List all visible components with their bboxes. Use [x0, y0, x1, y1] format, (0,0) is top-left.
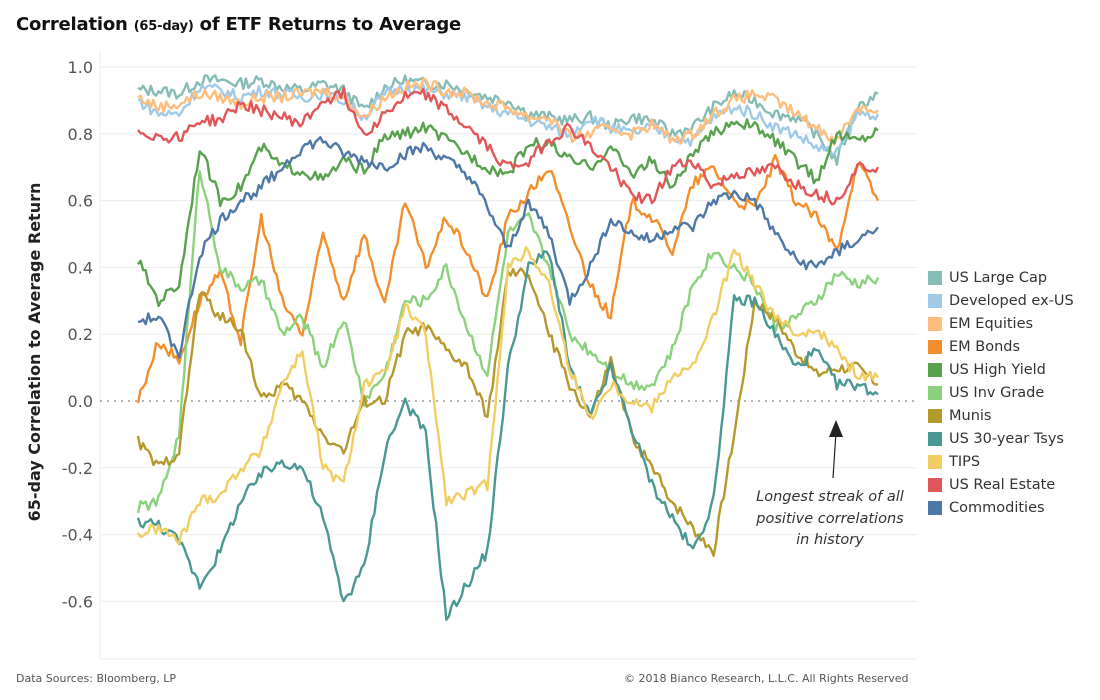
series-line-us-large-cap — [137, 74, 879, 166]
legend-label: Munis — [949, 407, 992, 424]
y-tick-label: 0.0 — [68, 392, 93, 411]
y-axis-ticks: 1.0 0.8 0.6 0.4 0.2 0.0 -0.2 -0.4 -0.6 — [62, 58, 93, 611]
series-line-us-high-yield — [137, 118, 879, 308]
y-tick-label: 0.8 — [68, 125, 93, 144]
annotation-arrow — [829, 420, 843, 479]
legend-swatch-icon — [928, 293, 942, 308]
y-tick-label: -0.4 — [62, 526, 93, 545]
series-line-em-equities — [137, 77, 879, 146]
legend-swatch-icon — [928, 270, 942, 285]
series-line-commodities — [137, 136, 879, 359]
chart-title-rest: of ETF Returns to Average — [193, 14, 462, 35]
legend-item[interactable]: EM Equities — [928, 312, 1074, 335]
y-tick-label: 0.4 — [68, 258, 93, 277]
series-line-developed-ex-us — [137, 83, 880, 156]
chart-title-window: (65-day) — [133, 19, 194, 34]
legend-label: US Inv Grade — [949, 384, 1045, 401]
legend: US Large Cap Developed ex-US EM Equities EM… — [928, 266, 1074, 519]
legend-label: US Real Estate — [949, 476, 1056, 493]
arrow-head-icon — [829, 420, 843, 437]
y-tick-label: -0.2 — [62, 459, 93, 478]
legend-label: Developed ex-US — [949, 292, 1074, 309]
legend-item[interactable]: TIPS — [928, 450, 1074, 473]
legend-swatch-icon — [928, 339, 942, 354]
y-tick-label: 0.2 — [68, 325, 93, 344]
legend-item[interactable]: US Real Estate — [928, 473, 1074, 496]
legend-label: EM Equities — [949, 315, 1034, 332]
legend-swatch-icon — [928, 408, 942, 423]
legend-item[interactable]: US 30-year Tsys — [928, 427, 1074, 450]
series-line-tips — [136, 246, 880, 546]
y-tick-label: 0.6 — [68, 192, 93, 211]
legend-label: US 30-year Tsys — [949, 430, 1064, 447]
series-line-em-bonds — [136, 153, 880, 404]
legend-label: Commodities — [949, 499, 1045, 516]
legend-swatch-icon — [928, 316, 942, 331]
series-line-us-real-estate — [137, 86, 880, 206]
legend-swatch-icon — [928, 385, 942, 400]
legend-swatch-icon — [928, 477, 942, 492]
legend-item[interactable]: EM Bonds — [928, 335, 1074, 358]
series-lines — [136, 74, 880, 621]
legend-swatch-icon — [928, 362, 942, 377]
legend-swatch-icon — [928, 454, 942, 469]
chart-title-main: Correlation — [16, 14, 134, 35]
legend-item[interactable]: US Large Cap — [928, 266, 1074, 289]
legend-label: TIPS — [949, 453, 981, 470]
legend-item[interactable]: Commodities — [928, 496, 1074, 519]
legend-label: EM Bonds — [949, 338, 1021, 355]
legend-item[interactable]: US Inv Grade — [928, 381, 1074, 404]
legend-item[interactable]: Munis — [928, 404, 1074, 427]
legend-label: US High Yield — [949, 361, 1046, 378]
legend-item[interactable]: Developed ex-US — [928, 289, 1074, 312]
legend-label: US Large Cap — [949, 269, 1048, 286]
legend-swatch-icon — [928, 500, 942, 515]
gridlines — [99, 50, 917, 660]
y-tick-label: 1.0 — [68, 58, 93, 77]
chart-title: Correlation (65-day) of ETF Returns to A… — [16, 14, 461, 35]
y-axis-title: 65-day Correlation to Average Return — [25, 183, 44, 522]
series-line-us-30-year-tsys — [136, 250, 879, 621]
data-source-note: Data Sources: Bloomberg, LP — [16, 672, 177, 685]
annotation-text: Longest streak of all positive correlati… — [756, 489, 904, 548]
y-tick-label: -0.6 — [62, 592, 93, 611]
legend-swatch-icon — [928, 431, 942, 446]
legend-item[interactable]: US High Yield — [928, 358, 1074, 381]
copyright-note: © 2018 Bianco Research, L.L.C. All Right… — [624, 672, 909, 685]
